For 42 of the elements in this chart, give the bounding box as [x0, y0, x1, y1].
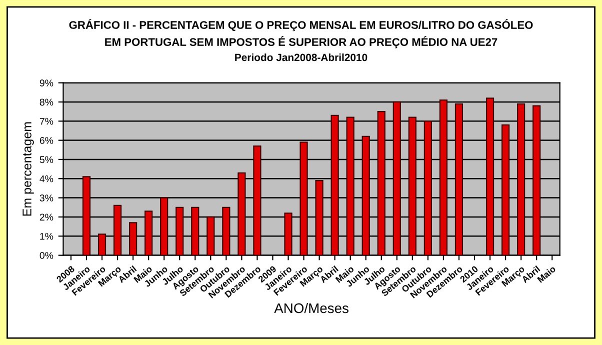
bar: [439, 99, 448, 256]
bar: [408, 116, 416, 256]
y-tick-label: 9%: [40, 80, 54, 86]
bar: [253, 145, 262, 256]
bar: [98, 234, 106, 256]
bar: [238, 172, 246, 256]
bar: [362, 136, 370, 256]
bar: [129, 222, 138, 256]
bar: [330, 114, 339, 256]
bar: [315, 180, 324, 256]
y-tick-label: 5%: [40, 156, 54, 164]
bar: [206, 216, 215, 256]
y-tick-label: 1%: [40, 232, 54, 240]
y-axis-title: Em percentagem: [22, 122, 34, 216]
bar: [454, 103, 464, 256]
y-tick-label: 2%: [40, 214, 54, 221]
x-axis-title: ANO/Meses: [274, 302, 348, 314]
bar: [113, 204, 122, 256]
bar: [501, 124, 510, 256]
bar: [377, 110, 386, 256]
bar: [532, 105, 541, 256]
y-tick-label: 0%: [40, 252, 54, 259]
bar: [346, 116, 354, 256]
bar: [284, 212, 292, 256]
y-tick-label: 7%: [40, 118, 54, 125]
bar: [300, 142, 308, 256]
bar: [222, 206, 230, 256]
y-tick-label: 8%: [40, 98, 54, 106]
y-tick-label: 3%: [40, 194, 54, 202]
bar: [82, 176, 91, 256]
y-tick-label: 6%: [40, 137, 54, 144]
bar: [392, 101, 401, 256]
bar: [144, 210, 153, 256]
chart-subtitle: Periodo Jan2008-Abril2010: [235, 53, 368, 62]
y-tick-label: 4%: [40, 175, 54, 182]
bar: [191, 206, 200, 256]
bar: [160, 197, 168, 256]
chart-title: GRÁFICO II - PERCENTAGEM QUE O PREÇO MENSAL EM EUROS/LITRO DO GASÓLEO EM PORTUGAL SEM IMPOSTOS É SUPERIOR AO PREÇO MÉDIO NA UE27: [69, 18, 533, 48]
bar: [424, 120, 432, 256]
bar: [176, 206, 184, 256]
bar: [517, 103, 526, 256]
bar: [486, 98, 494, 256]
